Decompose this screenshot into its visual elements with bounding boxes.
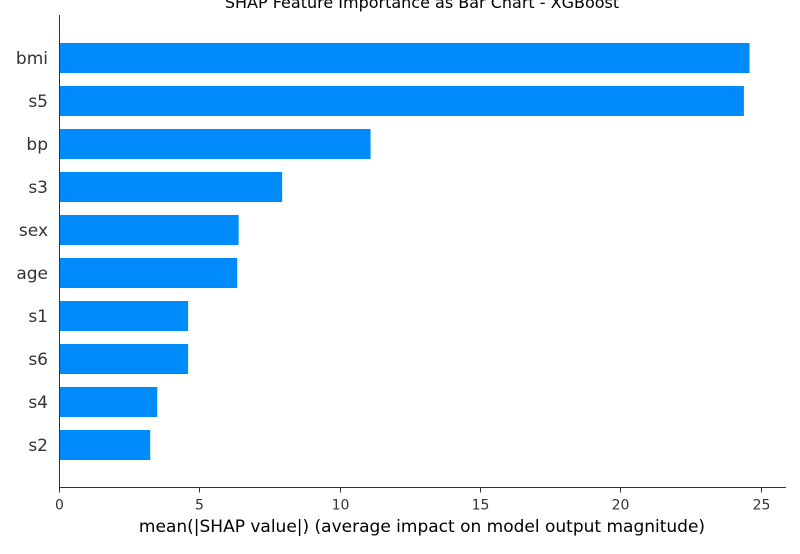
chart-title: SHAP Feature Importance as Bar Chart - X…	[225, 0, 619, 12]
x-tick-label-20: 20	[612, 498, 630, 514]
y-tick-label-s4: s4	[28, 393, 48, 413]
x-tick-label-25: 25	[753, 498, 771, 514]
y-tick-label-s6: s6	[28, 350, 48, 370]
bars-layer	[60, 43, 750, 460]
y-tick-label-bmi: bmi	[16, 49, 48, 69]
bar-s1	[60, 301, 189, 331]
bar-age	[60, 258, 238, 288]
y-tick-label-s2: s2	[28, 436, 48, 456]
bar-sex	[60, 215, 239, 245]
bar-s2	[60, 430, 151, 460]
bar-s5	[60, 86, 744, 116]
x-tick-label-15: 15	[472, 498, 490, 514]
y-tick-label-age: age	[16, 264, 48, 284]
x-tick-label-5: 5	[195, 498, 204, 514]
y-tick-label-s1: s1	[28, 307, 48, 327]
bar-bmi	[60, 43, 750, 73]
y-tick-labels: bmi s5 bp s3 sex age s1 s6 s4 s2	[16, 49, 48, 456]
x-ticks: 0 5 10 15 20 25	[55, 487, 771, 514]
y-tick-label-s3: s3	[28, 178, 48, 198]
y-tick-label-bp: bp	[26, 135, 48, 155]
y-tick-label-s5: s5	[28, 92, 48, 112]
x-tick-label-10: 10	[332, 498, 350, 514]
bar-s6	[60, 344, 189, 374]
bar-bp	[60, 129, 371, 159]
y-tick-label-sex: sex	[19, 221, 48, 241]
x-tick-label-0: 0	[55, 498, 64, 514]
x-axis-label: mean(|SHAP value|) (average impact on mo…	[139, 517, 705, 537]
bar-s4	[60, 387, 158, 417]
bar-s3	[60, 172, 283, 202]
